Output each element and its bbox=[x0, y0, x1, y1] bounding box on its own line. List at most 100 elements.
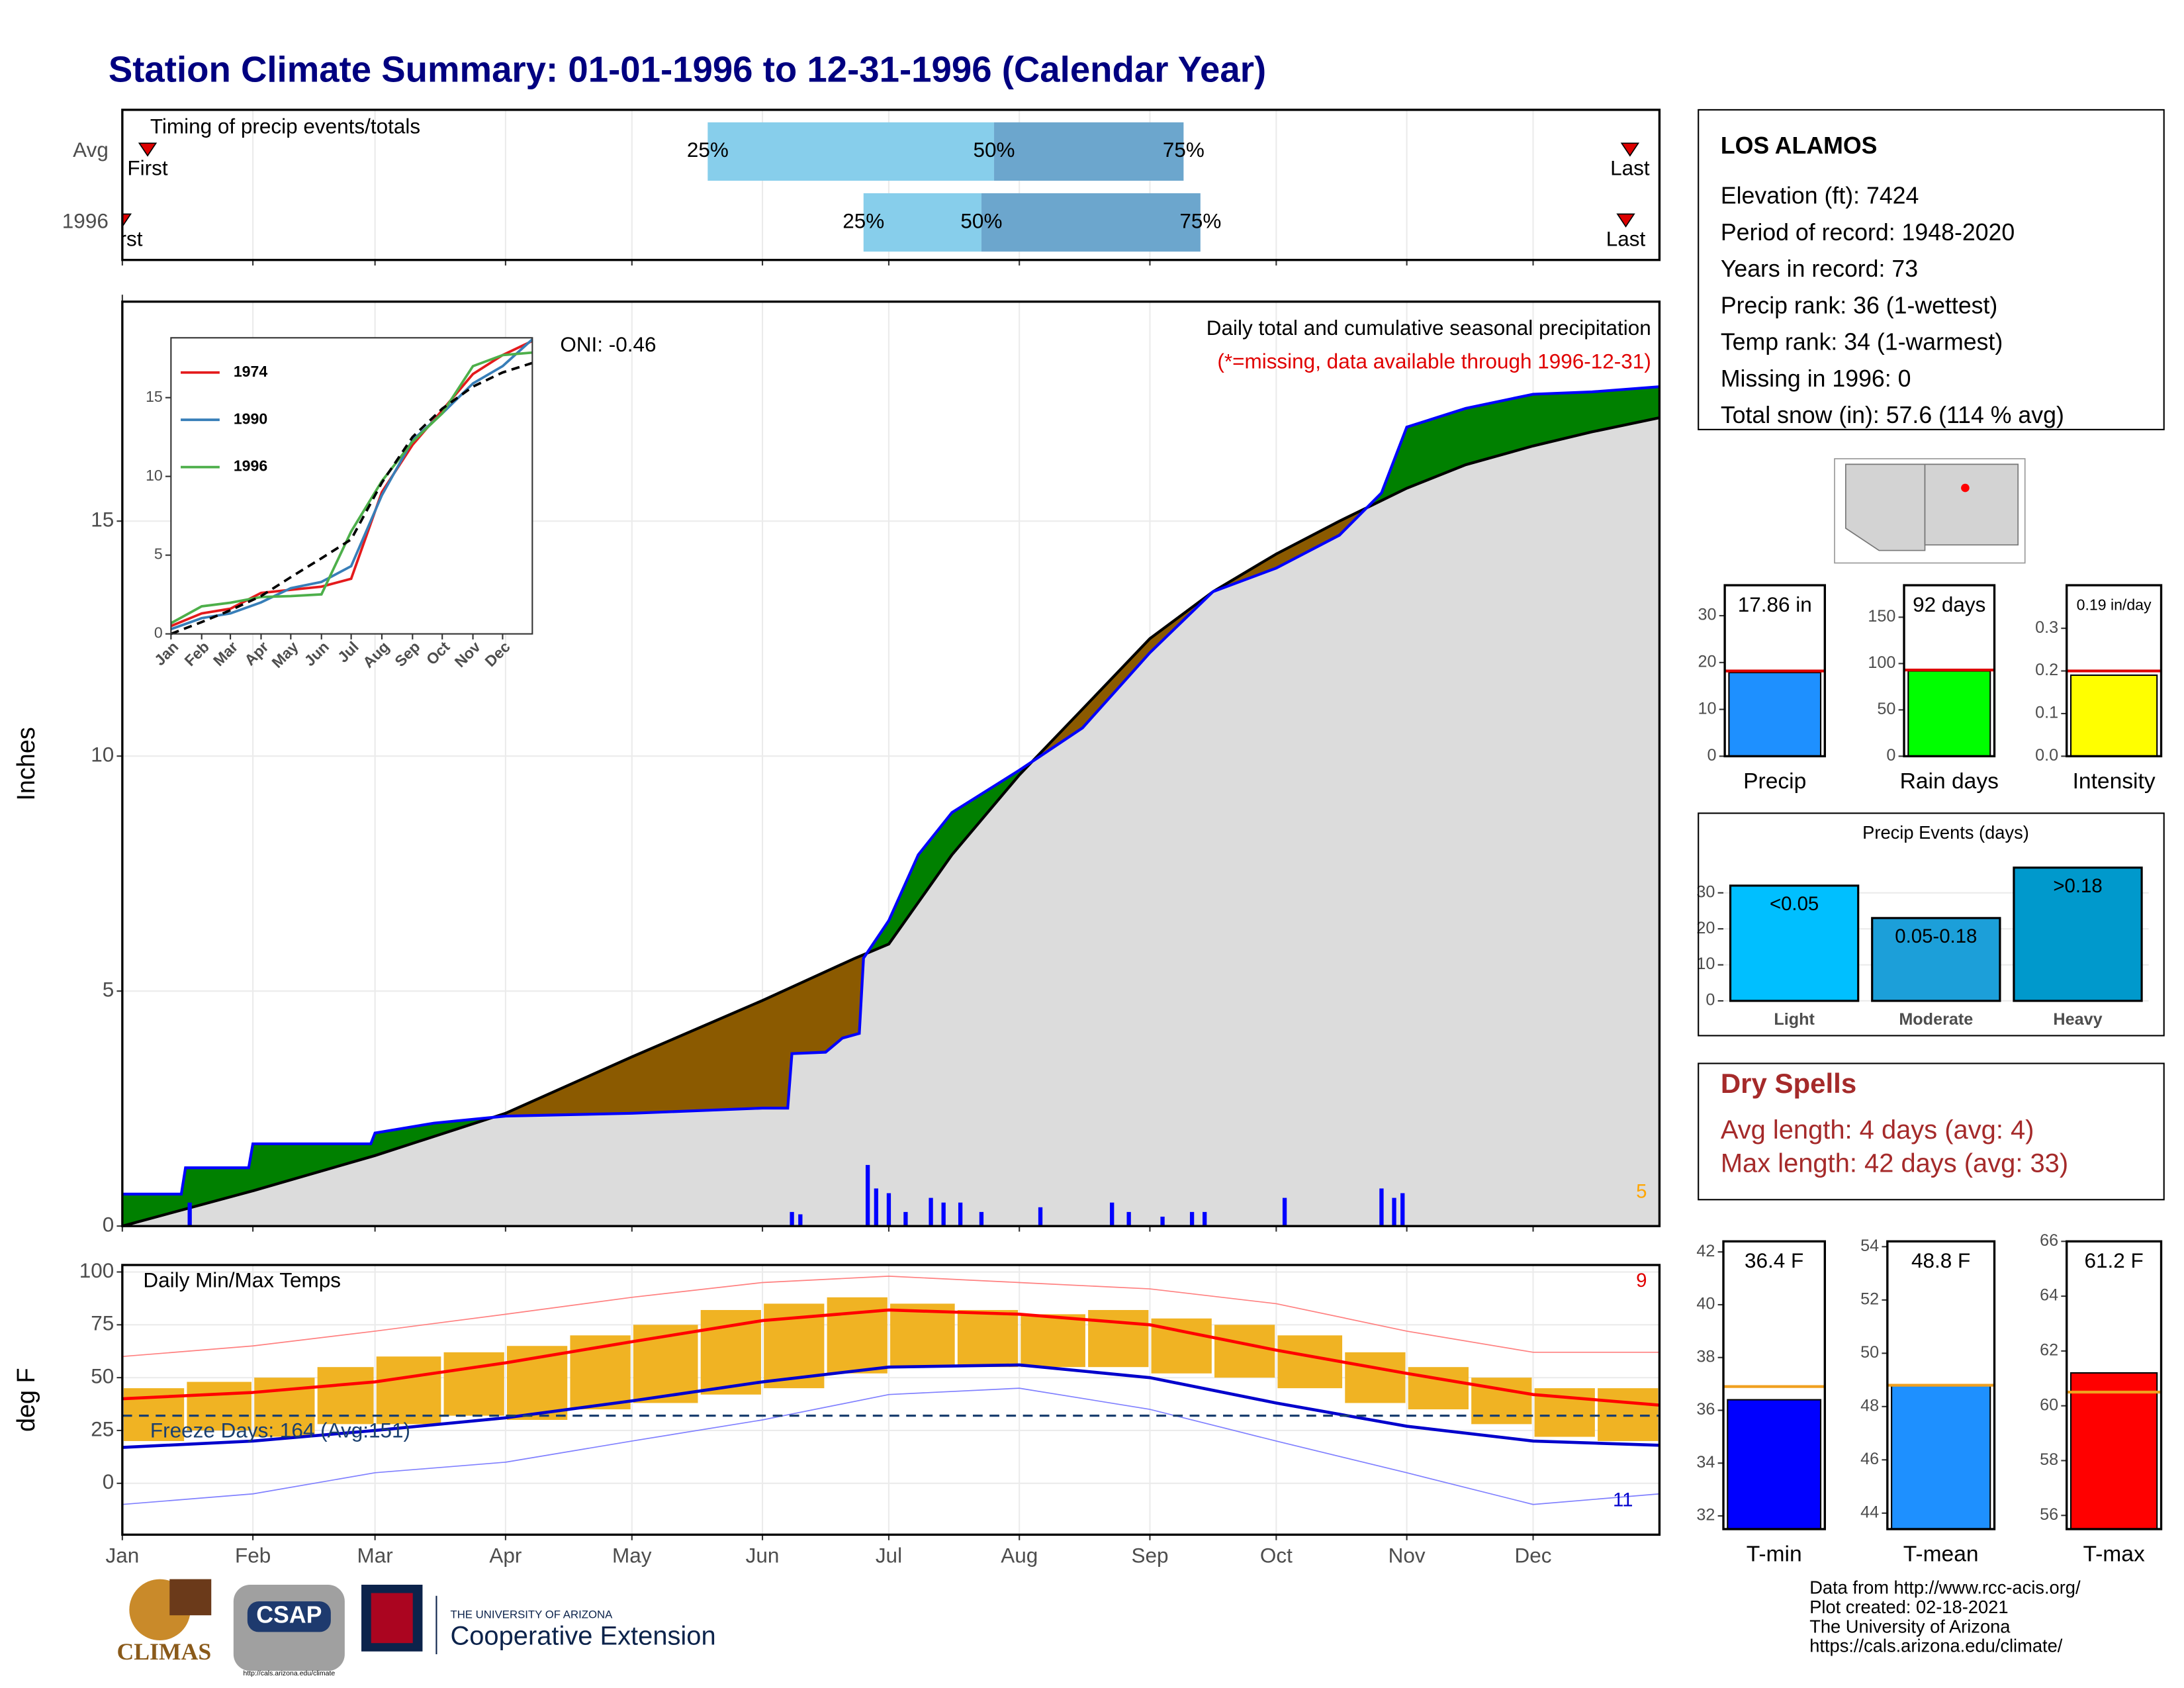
normal-line bbox=[170, 361, 533, 635]
value-label: 92 days bbox=[1913, 592, 1985, 616]
event-label: First bbox=[127, 156, 167, 180]
event-label: First bbox=[102, 227, 142, 251]
page-title: Station Climate Summary: 01-01-1996 to 1… bbox=[109, 50, 1266, 90]
summary-bar bbox=[2070, 674, 2158, 757]
inset-bg bbox=[171, 338, 533, 634]
station-detail: Precip rank: 36 (1-wettest) bbox=[1721, 292, 1998, 318]
y-tick-label: 0 bbox=[1886, 746, 1895, 765]
timing-bar bbox=[981, 193, 1201, 252]
daily-bar bbox=[798, 1214, 803, 1227]
x-tick-label: Jul bbox=[876, 1543, 902, 1567]
daily-bar bbox=[1110, 1202, 1115, 1227]
station-name: LOS ALAMOS bbox=[1721, 132, 1878, 159]
y-tick-label: 0 bbox=[103, 1212, 114, 1236]
bar-label: 0.05-0.18 bbox=[1895, 925, 1977, 947]
csap-logo: CSAP bbox=[256, 1602, 322, 1628]
value-label: 17.86 in bbox=[1738, 592, 1812, 616]
daily-bar bbox=[1400, 1193, 1405, 1227]
y-tick-label: 100 bbox=[1868, 653, 1895, 672]
x-tick-label: May bbox=[612, 1543, 652, 1567]
temp-range bbox=[376, 1356, 441, 1425]
x-tick-label: May bbox=[268, 638, 301, 671]
station-detail: Years in record: 73 bbox=[1721, 256, 1918, 282]
legend-label: 1974 bbox=[234, 363, 268, 380]
category-label: Intensity bbox=[2073, 769, 2156, 794]
x-tick-label: Mar bbox=[357, 1543, 393, 1567]
temp-range bbox=[827, 1297, 887, 1374]
university-name: THE UNIVERSITY OF ARIZONA bbox=[450, 1609, 613, 1621]
timing-clip: 25% 50% 75% First Last 25% 50% 75% First Last bbox=[102, 122, 1650, 252]
year-line bbox=[170, 340, 533, 628]
value-label: 61.2 F bbox=[2084, 1248, 2143, 1272]
freeze-label: Freeze Days: 164 (Avg:151) bbox=[150, 1418, 410, 1442]
station-detail: Temp rank: 34 (1-warmest) bbox=[1721, 329, 2003, 355]
panel-border bbox=[1723, 584, 1826, 758]
daily-bar bbox=[903, 1211, 908, 1227]
cold-count: 11 bbox=[1613, 1489, 1633, 1511]
year-line bbox=[170, 338, 533, 631]
dry-spell-title: Dry Spells bbox=[1721, 1068, 1856, 1099]
panel-border bbox=[121, 109, 1661, 261]
y-tick-label: 10 bbox=[1696, 955, 1715, 973]
x-tick-label: Mar bbox=[210, 638, 241, 669]
temp-line bbox=[122, 1387, 1660, 1505]
event-label: Last bbox=[1606, 227, 1646, 251]
legend-label: 1990 bbox=[234, 410, 267, 427]
temp-range bbox=[443, 1352, 504, 1416]
percentile-label: 25% bbox=[687, 138, 729, 162]
panel-title: Daily Min/Max Temps bbox=[143, 1268, 341, 1291]
temp-range bbox=[633, 1325, 698, 1403]
daily-bar bbox=[1038, 1207, 1043, 1227]
daily-bar bbox=[187, 1202, 192, 1227]
panel-border bbox=[1886, 1240, 1996, 1530]
x-tick-label: Jun bbox=[301, 638, 332, 669]
station-detail: Elevation (ft): 7424 bbox=[1721, 183, 1919, 209]
base-area bbox=[122, 418, 1660, 1227]
x-tick-label: Jan bbox=[105, 1543, 139, 1567]
x-tick-label: Nov bbox=[1388, 1543, 1426, 1567]
y-tick-label: 54 bbox=[1860, 1237, 1879, 1255]
event-bar bbox=[1729, 884, 1860, 1002]
normal-line bbox=[122, 416, 1660, 1228]
category-label: T-min bbox=[1747, 1542, 1802, 1567]
footer-line: https://cals.arizona.edu/climate/ bbox=[1809, 1636, 2063, 1656]
y-tick-label: 38 bbox=[1696, 1347, 1715, 1366]
y-tick-label: 0 bbox=[103, 1470, 114, 1493]
y-tick-label: 58 bbox=[2040, 1450, 2058, 1469]
y-tick-label: 25 bbox=[91, 1417, 114, 1440]
y-tick-label: 64 bbox=[2040, 1286, 2058, 1305]
temp-range bbox=[957, 1309, 1019, 1368]
footer-line: The University of Arizona bbox=[1809, 1616, 2011, 1636]
category-label: Light bbox=[1774, 1010, 1815, 1029]
daily-bar bbox=[1160, 1216, 1165, 1227]
temp-line bbox=[122, 1308, 1660, 1407]
y-tick-label: 100 bbox=[79, 1258, 114, 1282]
temp-range bbox=[1021, 1314, 1085, 1368]
x-tick-label: Feb bbox=[181, 638, 212, 669]
summary-bar bbox=[2070, 1372, 2158, 1530]
bar-label: <0.05 bbox=[1770, 893, 1819, 915]
temp-range bbox=[1408, 1367, 1469, 1410]
y-tick-label: 50 bbox=[1877, 700, 1895, 718]
y-tick-label: 50 bbox=[1860, 1343, 1879, 1362]
daily-bar bbox=[1189, 1211, 1195, 1227]
y-tick-label: 56 bbox=[2040, 1505, 2058, 1524]
y-tick-label: 46 bbox=[1860, 1450, 1879, 1468]
location-map bbox=[1834, 458, 2026, 564]
x-tick-label: Jul bbox=[334, 638, 362, 666]
station-detail: Period of record: 1948-2020 bbox=[1721, 219, 2015, 246]
hot-count: 9 bbox=[1636, 1270, 1647, 1291]
panel-border bbox=[1698, 812, 2165, 1037]
percentile-label: 75% bbox=[1179, 209, 1221, 232]
info-box bbox=[1698, 109, 2165, 430]
inset-border bbox=[170, 337, 533, 635]
legend-label: 1996 bbox=[234, 457, 267, 475]
y-tick-label: 0.1 bbox=[2035, 704, 2058, 722]
value-label: 36.4 F bbox=[1745, 1248, 1803, 1272]
y-tick-label: 0 bbox=[154, 624, 163, 641]
y-tick-label: 0.2 bbox=[2035, 661, 2058, 679]
y-tick-label: 30 bbox=[1696, 882, 1715, 901]
temp-range bbox=[187, 1382, 252, 1430]
row-label: Avg bbox=[73, 138, 109, 162]
csap-url: http://cals.arizona.edu/climate bbox=[243, 1670, 335, 1677]
